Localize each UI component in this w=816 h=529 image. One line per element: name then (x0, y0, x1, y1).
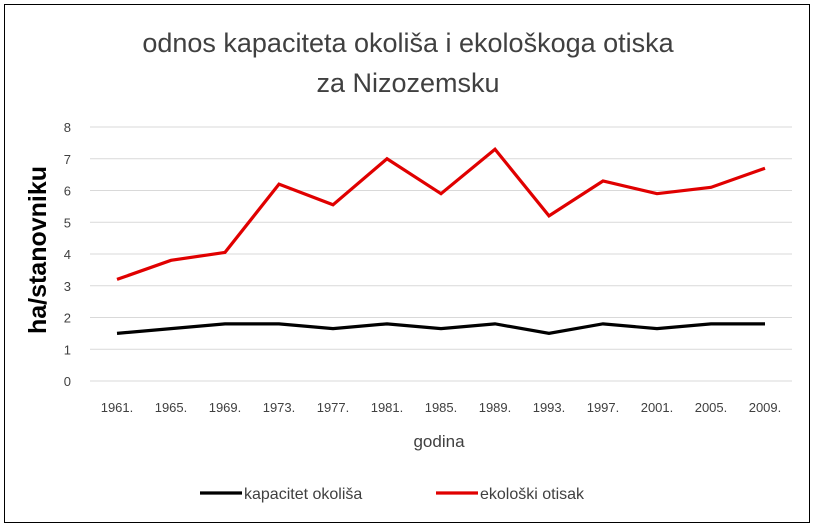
x-tick-label: 1997. (587, 400, 620, 415)
x-tick-labels: 1961. 1965. 1969. 1973. 1977. 1981. 1985. 1989.… (101, 400, 782, 415)
x-tick-label: 1977. (317, 400, 350, 415)
y-tick-label: 5 (64, 215, 71, 230)
legend-label-2: ekološki otisak (480, 486, 585, 503)
x-tick-label: 1961. (101, 400, 134, 415)
y-tick-label: 7 (64, 152, 71, 167)
y-tick-label: 6 (64, 184, 71, 199)
x-tick-label: 1985. (425, 400, 458, 415)
chart-title-line1: odnos kapaciteta okoliša i ekološkoga ot… (142, 28, 674, 58)
x-tick-label: 2009. (749, 400, 782, 415)
y-axis-label: ha/stanovniku (24, 166, 52, 334)
x-tick-label: 1981. (371, 400, 404, 415)
x-tick-label: 1989. (479, 400, 512, 415)
series-lines (116, 146, 766, 335)
legend: kapacitet okoliša ekološki otisak (200, 486, 585, 503)
legend-label-1: kapacitet okoliša (244, 486, 362, 503)
x-axis-label: godina (413, 432, 465, 451)
gridlines (90, 126, 792, 382)
x-tick-label: 1993. (533, 400, 566, 415)
y-tick-label: 4 (64, 247, 71, 262)
chart-frame (4, 4, 810, 523)
y-tick-label: 2 (64, 311, 71, 326)
series-line-1 (116, 322, 765, 335)
x-tick-label: 2005. (695, 400, 728, 415)
y-tick-label: 8 (64, 120, 71, 135)
series-line-2 (116, 146, 766, 281)
y-tick-label: 1 (64, 342, 71, 357)
x-tick-label: 2001. (641, 400, 674, 415)
x-tick-label: 1973. (263, 400, 296, 415)
y-tick-label: 0 (64, 374, 71, 389)
y-tick-label: 3 (64, 279, 71, 294)
x-tick-label: 1965. (155, 400, 188, 415)
y-tick-labels: 0 1 2 3 4 5 6 7 8 (64, 120, 71, 389)
chart-title-line2: za Nizozemsku (316, 68, 499, 98)
x-tick-label: 1969. (209, 400, 242, 415)
